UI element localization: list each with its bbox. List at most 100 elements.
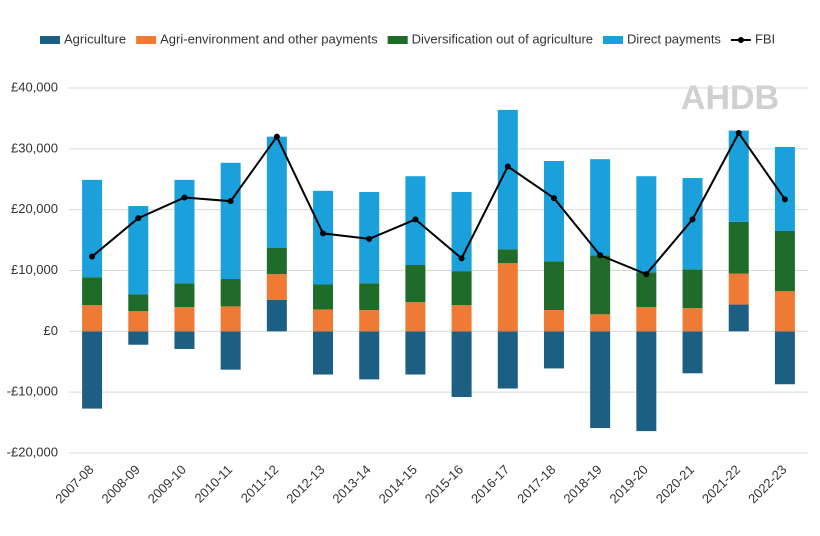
bar [774,291,795,332]
line-marker [412,216,419,223]
x-tick-label: 2019-20 [607,462,651,506]
bar [313,331,334,375]
bar [359,283,380,311]
line-marker [458,255,465,262]
line-marker [550,195,557,202]
bar [174,283,195,307]
bar [451,271,472,306]
legend-label: FBI [755,31,775,46]
line-marker [89,253,96,260]
bar [590,255,611,315]
bar [636,307,657,332]
bar [82,331,103,409]
bar [497,249,518,264]
bar [590,159,611,256]
bar [497,331,518,389]
line-marker [135,215,142,222]
bar [497,263,518,332]
x-tick-label: 2010-11 [192,462,236,506]
x-tick-label: 2022-23 [745,462,789,506]
bar [728,130,749,222]
y-tick-label: £0 [44,323,58,338]
line-marker [643,271,650,278]
legend-label: Agri-environment and other payments [160,31,378,46]
bar [682,269,703,309]
bar [636,272,657,307]
bar [405,331,426,375]
bar [128,294,149,312]
y-tick-label: -£10,000 [7,384,58,399]
bar [497,109,518,250]
bar [451,331,472,398]
bar [82,305,103,332]
x-tick-label: 2008-09 [98,462,142,506]
bar [266,247,287,275]
bar [590,314,611,332]
legend-swatch [136,36,157,44]
bar [266,136,287,248]
line [91,131,786,276]
y-tick-label: £30,000 [11,140,58,155]
line-marker [227,198,234,205]
bar [266,299,287,332]
x-tick-label: 2020-21 [653,462,697,506]
x-tick-label: 2011-12 [238,462,282,506]
line-marker [689,216,696,223]
x-tick-label: 2007-08 [52,462,96,506]
line-marker [181,194,188,201]
bar [359,310,380,332]
y-tick-label: £40,000 [11,79,58,94]
bar [774,147,795,231]
legend-swatch [387,36,408,44]
x-tick-label: 2013-14 [329,462,373,506]
bar [543,161,564,262]
line-marker [597,252,604,259]
bar [174,179,195,284]
legend-label: Direct payments [627,31,721,46]
bar [266,274,287,300]
x-tick-label: 2017-18 [514,462,558,506]
x-tick-label: 2021-22 [699,462,743,506]
bar [313,190,334,285]
x-tick-label: 2016-17 [468,462,512,506]
y-tick-label: £20,000 [11,201,58,216]
legend-swatch [737,37,744,43]
x-tick-label: 2014-15 [376,462,420,506]
line-marker [504,163,511,170]
line-marker [320,230,327,237]
line-marker [366,235,373,242]
bar [128,331,149,345]
line-marker [735,130,742,137]
bar [220,331,241,370]
bar [682,178,703,270]
bar [174,331,195,349]
bar [220,162,241,280]
x-tick-label: 2018-19 [560,462,604,506]
bar [543,310,564,332]
bar [82,277,103,306]
bar [405,265,426,303]
bar [405,302,426,332]
bar [636,176,657,273]
bar [220,306,241,332]
legend-swatch [40,36,60,44]
x-tick-label: 2012-13 [283,462,327,506]
bar [543,331,564,369]
bar [174,307,195,332]
bar [128,206,149,295]
x-tick-label: 2009-10 [145,462,189,506]
bar [728,273,749,305]
bar [636,331,657,432]
bar [774,331,795,385]
bar [220,279,241,307]
bar [313,284,334,310]
bar [728,304,749,332]
bar [451,192,472,272]
bar [682,331,703,374]
legend-swatch [603,36,624,44]
line-marker [781,196,788,203]
x-tick-label: 2015-16 [422,462,466,506]
legend-label: Diversification out of agriculture [412,31,593,46]
legend-label: Agriculture [64,31,126,46]
